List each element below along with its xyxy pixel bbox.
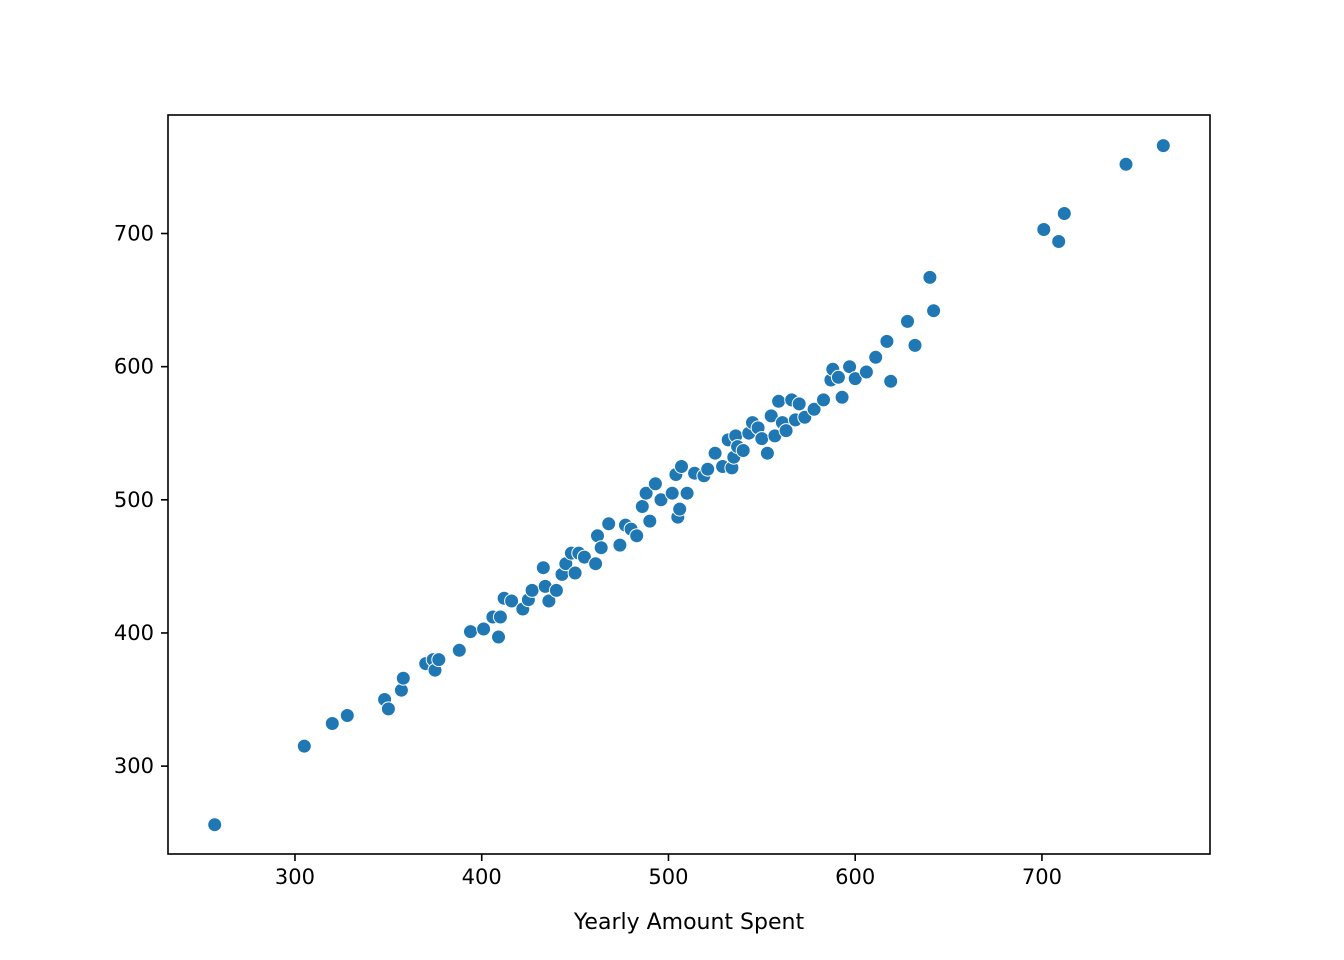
data-point xyxy=(541,593,557,609)
data-point xyxy=(922,269,938,285)
x-tick-label: 300 xyxy=(275,865,315,889)
data-point xyxy=(431,652,447,668)
x-axis-title: Yearly Amount Spent xyxy=(573,910,805,935)
data-point xyxy=(700,461,716,477)
data-point xyxy=(679,485,695,501)
data-point xyxy=(879,333,895,349)
x-tick-label: 500 xyxy=(648,865,688,889)
data-point xyxy=(601,516,617,532)
data-point xyxy=(647,476,663,492)
data-point xyxy=(1118,156,1134,172)
data-point xyxy=(858,364,874,380)
y-tick-label: 300 xyxy=(114,754,154,778)
data-point xyxy=(567,565,583,581)
data-points xyxy=(207,138,1171,833)
data-point xyxy=(324,716,340,731)
y-tick-label: 400 xyxy=(114,621,154,645)
data-point xyxy=(1036,222,1052,237)
data-point xyxy=(1155,138,1171,154)
data-point xyxy=(535,560,551,576)
data-point xyxy=(664,485,680,501)
data-point xyxy=(593,540,609,556)
x-tick-label: 600 xyxy=(835,865,875,889)
data-point xyxy=(672,501,688,517)
data-point xyxy=(634,499,650,514)
y-axis: 300 400 500 600 700 xyxy=(114,222,168,778)
x-tick-label: 400 xyxy=(462,865,502,889)
data-point xyxy=(395,670,411,686)
data-point xyxy=(674,459,689,474)
data-point xyxy=(504,593,520,609)
data-point xyxy=(868,349,884,365)
data-point xyxy=(1056,206,1072,221)
data-point xyxy=(451,642,467,658)
y-tick-label: 600 xyxy=(114,355,154,379)
data-point xyxy=(907,337,923,353)
data-point xyxy=(778,423,794,439)
data-point xyxy=(1051,234,1067,249)
data-point xyxy=(830,369,846,385)
data-point xyxy=(759,445,775,461)
data-point xyxy=(339,708,355,723)
data-point xyxy=(847,371,863,387)
data-point xyxy=(900,313,915,329)
data-point xyxy=(834,389,850,405)
data-point xyxy=(524,582,540,598)
data-point xyxy=(771,393,787,409)
data-point xyxy=(754,431,770,447)
data-point xyxy=(576,549,592,565)
data-point xyxy=(883,373,899,389)
y-tick-label: 500 xyxy=(114,488,154,512)
data-point xyxy=(463,624,478,640)
data-point xyxy=(548,582,564,598)
data-point xyxy=(816,392,831,408)
data-point xyxy=(707,445,723,461)
x-tick-label: 700 xyxy=(1022,865,1062,889)
x-axis: 300 400 500 600 700 xyxy=(275,854,1062,889)
data-point xyxy=(735,443,751,458)
plot-frame xyxy=(167,114,1211,855)
data-point xyxy=(492,609,508,625)
data-point xyxy=(642,513,658,529)
data-point xyxy=(926,303,942,319)
y-tick-label: 700 xyxy=(114,222,154,246)
data-point xyxy=(296,738,312,754)
data-point xyxy=(588,556,604,572)
data-point xyxy=(806,401,822,417)
data-point xyxy=(476,621,492,637)
data-point xyxy=(638,485,654,501)
data-point xyxy=(491,629,506,645)
data-point xyxy=(763,408,779,424)
data-point xyxy=(653,492,669,508)
data-point xyxy=(207,817,223,833)
data-point xyxy=(612,537,628,553)
data-point xyxy=(629,528,645,544)
data-point xyxy=(380,701,396,717)
data-point xyxy=(791,396,807,412)
